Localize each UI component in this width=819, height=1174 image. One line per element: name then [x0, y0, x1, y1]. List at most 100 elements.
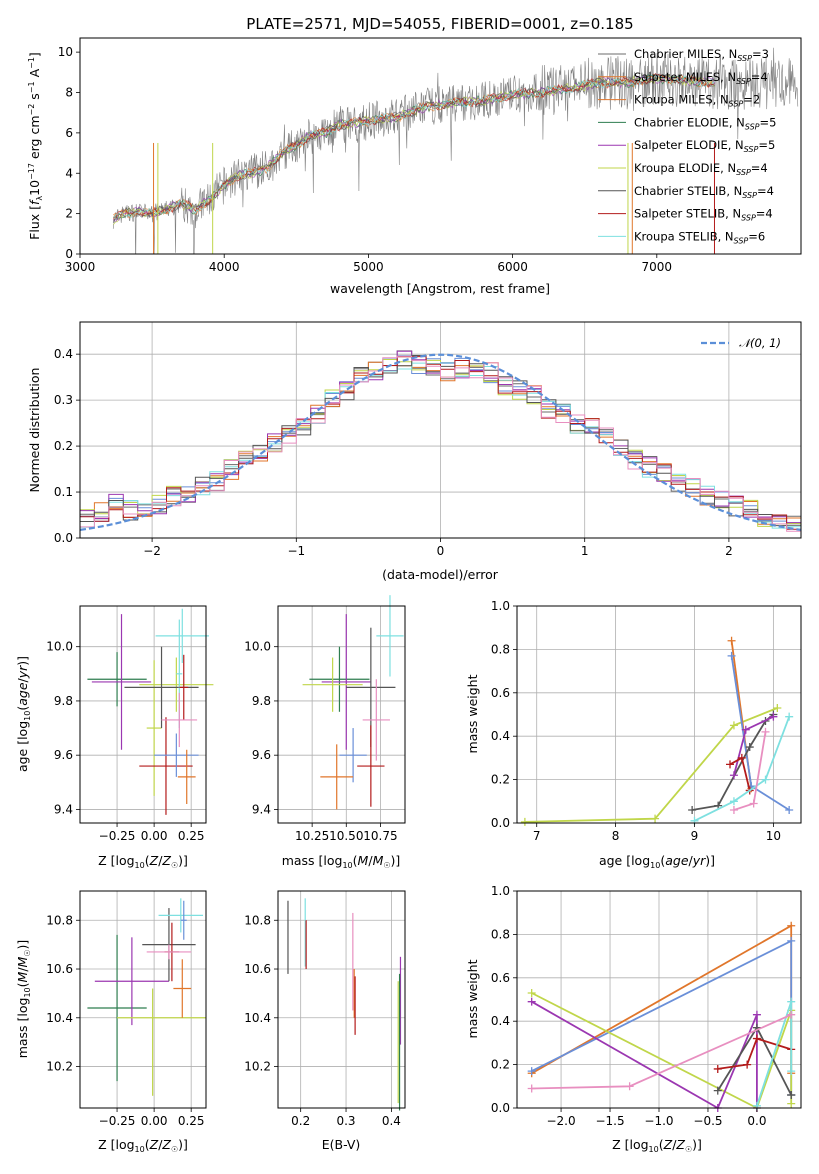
mass-weight-line-6 [694, 716, 791, 822]
panel-ytick-label: 0.8 [491, 927, 510, 941]
ageMass-xlabel: mass [log10(M/M☉)] [282, 853, 401, 870]
panel-ytick-label: 0.2 [491, 773, 510, 787]
mass-weight-point [785, 712, 794, 721]
panel-frame [516, 605, 802, 824]
mass-weight-line-5 [717, 1037, 792, 1070]
panel-ytick-label: 10.6 [244, 962, 271, 976]
panel-xtick-label: 10 [766, 829, 781, 843]
mass-weight-point [527, 1084, 536, 1093]
spectrum-ytick-label: 8 [65, 86, 73, 100]
panel-frame [79, 890, 207, 1109]
spectrum-legend-label: Kroupa STELIB, NSSP=6 [634, 229, 765, 245]
panel-xtick-label: 0.25 [178, 829, 205, 843]
panel-ytick-label: 10.0 [46, 640, 73, 654]
panel-ytick-label: 10.0 [244, 640, 271, 654]
panel-xtick-label: −0.5 [693, 1114, 722, 1128]
panel-xtick-label: 9 [691, 829, 699, 843]
age-vs-mass-panel: 10.25 10.50 10.75 9.4 9.6 9.8 10.0 [244, 595, 406, 843]
histogram-frame [79, 321, 802, 539]
panel-xtick-label: −2.0 [546, 1114, 575, 1128]
mass-weight-point [787, 936, 796, 945]
panel-ytick-label: 0.0 [491, 1101, 510, 1115]
panel-ytick-label: 9.6 [54, 748, 73, 762]
ebv-xlabel: E(B-V) [322, 1137, 361, 1152]
ageZ-xlabel: Z [log10(Z/Z☉)] [98, 853, 188, 870]
panel-xtick-label: 0.2 [291, 1114, 310, 1128]
panel-ytick-label: 10.8 [244, 913, 271, 927]
panel-ytick-label: 10.2 [244, 1060, 271, 1074]
panel-xtick-label: 0.0 [747, 1114, 766, 1128]
spectrum-legend-label: Chabrier MILES, NSSP=3 [634, 47, 769, 63]
spectrum-legend-label: Salpeter ELODIE, NSSP=5 [634, 138, 775, 154]
panel-ytick-label: 10.2 [46, 1060, 73, 1074]
panel-ytick-label: 0.6 [491, 971, 510, 985]
histogram-xtick-label: −1 [287, 544, 305, 558]
mass-weight-point [787, 1099, 796, 1108]
mass-weight-point [729, 805, 738, 814]
panel-xtick-label: 10.25 [295, 829, 329, 843]
spectrum-xlabel: wavelength [Angstrom, rest frame] [330, 281, 550, 296]
mass-weight-point [527, 997, 536, 1006]
mass-weight-point [520, 817, 529, 826]
mwAge-ylabel: mass weight [465, 674, 480, 753]
panel-frame [277, 890, 406, 1109]
mass-weight-point [527, 988, 536, 997]
mass-vs-ebv-panel: 0.2 0.3 0.4 10.2 10.4 10.6 10.8 [244, 890, 406, 1128]
mass-weight-vs-Z-panel: −2.0 −1.5 −1.0 −0.5 0.0 0.0 0.2 0.4 0.6 0.8 1.0 [491, 884, 802, 1128]
histogram-ytick-label: 0.1 [54, 485, 73, 499]
panel-ytick-label: 1.0 [491, 599, 510, 613]
mass-weight-vs-age-panel: 7 8 9 10 0.0 0.2 0.4 0.6 0.8 1.0 [491, 599, 802, 843]
mass-weight-point [787, 921, 796, 930]
mass-weight-line-2 [730, 655, 790, 811]
histogram-xtick-label: 0 [437, 544, 445, 558]
massZ-ylabel: mass [log10(M/M☉)] [15, 940, 32, 1059]
mwZ-xlabel: Z [log10(Z/Z☉)] [612, 1137, 702, 1154]
histogram-xlabel: (data-model)/error [382, 567, 499, 582]
spectrum-legend: Chabrier MILES, NSSP=3 Salpeter MILES, NS… [598, 47, 776, 245]
histogram-step-8 [79, 355, 801, 538]
mass-weight-point [761, 775, 770, 784]
spectrum-legend-label: Salpeter STELIB, NSSP=4 [634, 207, 773, 223]
spectrum-panel: PLATE=2571, MJD=54055, FIBERID=0001, z=0… [27, 15, 802, 296]
panel-xtick-label: 0.4 [382, 1114, 401, 1128]
histogram-xtick-label: −2 [143, 544, 161, 558]
panel-frame [277, 605, 406, 824]
panel-xtick-label: −1.5 [595, 1114, 624, 1128]
spectrum-xtick-label: 3000 [65, 260, 96, 274]
spectrum-frame [79, 37, 802, 255]
histogram-ytick-label: 0.3 [54, 393, 73, 407]
gaussian-curve [79, 353, 802, 531]
mass-weight-point [787, 997, 796, 1006]
histogram-xtick-label: 2 [725, 544, 733, 558]
mass-weight-point [651, 814, 660, 823]
mass-weight-point [787, 1067, 796, 1076]
spectrum-ytick-label: 4 [65, 166, 73, 180]
spectrum-ytick-label: 6 [65, 126, 73, 140]
mass-weight-point [729, 797, 738, 806]
mass-weight-point [745, 743, 754, 752]
mass-weight-point [726, 760, 734, 769]
panel-xtick-label: 0.00 [141, 829, 168, 843]
mwAge-xlabel: age [log10(age/yr)] [599, 853, 715, 870]
observed-spectrum-line [112, 47, 799, 254]
panel-ytick-label: 10.4 [46, 1011, 73, 1025]
panel-xtick-label: −0.25 [99, 1114, 136, 1128]
panel-ytick-label: 0.4 [491, 1014, 510, 1028]
panel-xtick-label: −1.0 [644, 1114, 673, 1128]
histogram-ylabel: Normed distribution [27, 368, 42, 493]
spectrum-title: PLATE=2571, MJD=54055, FIBERID=0001, z=0… [246, 15, 633, 33]
mass-weight-point [741, 725, 750, 734]
mass-weight-point [743, 1060, 752, 1069]
mass-weight-point [737, 753, 746, 762]
histogram-xtick-label: 1 [581, 544, 589, 558]
massZ-xlabel: Z [log10(Z/Z☉)] [98, 1137, 188, 1154]
mwZ-ylabel: mass weight [465, 959, 480, 1038]
panel-ytick-label: 0.2 [491, 1058, 510, 1072]
mass-weight-point [625, 1082, 634, 1091]
mass-weight-point [713, 1064, 722, 1073]
panel-ytick-label: 0.6 [491, 686, 510, 700]
spectrum-ytick-label: 2 [65, 207, 73, 221]
histogram-ytick-label: 0.4 [54, 347, 73, 361]
mass-weight-point [729, 771, 738, 780]
panel-ytick-label: 10.4 [244, 1011, 271, 1025]
